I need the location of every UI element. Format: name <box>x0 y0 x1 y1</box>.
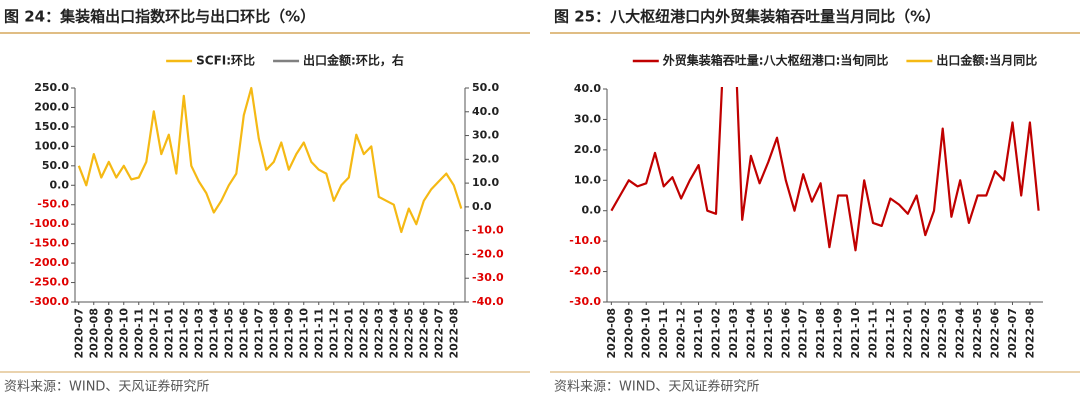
x-tick-label: 2022-05 <box>402 308 415 359</box>
x-tick-label: 2020-09 <box>622 308 635 359</box>
x-tick-label: 2021-04 <box>744 308 757 359</box>
y-tick-label: -150.0 <box>30 237 70 250</box>
y-tick-label: 10.0 <box>574 173 601 186</box>
x-tick-label: 2021-03 <box>192 308 205 359</box>
x-tick-label: 2021-05 <box>762 308 775 359</box>
y-tick-label: 20.0 <box>574 143 601 156</box>
x-tick-label: 2022-02 <box>919 308 932 359</box>
x-tick-label: 2022-04 <box>387 308 400 359</box>
x-tick-label: 2022-08 <box>447 308 460 359</box>
x-tick-label: 2020-08 <box>605 308 618 359</box>
x-tick-label: 2020-12 <box>675 308 688 359</box>
x-tick-label: 2021-08 <box>267 308 280 359</box>
x-tick-label: 2021-07 <box>797 308 810 359</box>
y-tick-label: 100.0 <box>34 139 69 152</box>
legend: SCFI:环比 出口金额:环比，右 <box>166 53 404 68</box>
x-tick-label: 2022-03 <box>372 308 385 359</box>
chart-title: 图 24：集装箱出口指数环比与出口环比（%） <box>4 8 315 26</box>
series-line <box>77 86 463 234</box>
x-tick-label: 2021-06 <box>237 308 250 359</box>
y-tick-label: 150.0 <box>34 120 69 133</box>
x-tick-label: 2021-04 <box>207 308 220 359</box>
x-tick-label: 2020-08 <box>87 308 100 359</box>
plot-area <box>610 87 1040 252</box>
plot-area <box>77 86 463 234</box>
y-tick-label: -200.0 <box>30 256 70 269</box>
x-tick-label: 2022-01 <box>901 308 914 359</box>
legend-label: 出口金额:当月同比 <box>936 53 1037 68</box>
y-tick-label: -300.0 <box>30 295 70 308</box>
source-note: 资料来源：WIND、天风证券研究所 <box>4 379 209 395</box>
x-tick-label: 2021-11 <box>866 308 879 359</box>
legend: 外贸集装箱吞吐量:八大枢纽港口:当旬同比 出口金额:当月同比 <box>632 53 1037 68</box>
y2-tick-label: 50.0 <box>472 81 499 94</box>
x-tick-label: 2020-10 <box>117 308 130 359</box>
y2-tick-label: 40.0 <box>472 105 499 118</box>
x-tick-label: 2021-12 <box>884 308 897 359</box>
y-tick-label: 0.0 <box>582 204 602 217</box>
x-tick-label: 2022-07 <box>1006 308 1019 359</box>
x-tick-label: 2020-10 <box>640 308 653 359</box>
y-tick-label: 30.0 <box>574 112 601 125</box>
x-tick-label: 2022-01 <box>342 308 355 359</box>
x-tick-label: 2021-07 <box>252 308 265 359</box>
y2-tick-label: -10.0 <box>472 224 504 237</box>
y2-tick-label: 0.0 <box>472 200 492 213</box>
x-tick-label: 2020-11 <box>657 308 670 359</box>
x-tick-label: 2022-04 <box>954 308 967 359</box>
source-note: 资料来源：WIND、天风证券研究所 <box>554 379 759 395</box>
series-line <box>610 87 1040 252</box>
x-tick-label: 2022-03 <box>936 308 949 359</box>
x-tick-label: 2022-07 <box>432 308 445 359</box>
x-tick-label: 2021-05 <box>222 308 235 359</box>
x-tick-label: 2022-06 <box>989 308 1002 359</box>
x-tick-label: 2022-05 <box>971 308 984 359</box>
x-tick-label: 2021-11 <box>312 308 325 359</box>
y-tick-label: 250.0 <box>34 81 69 94</box>
x-tick-label: 2021-02 <box>710 308 723 359</box>
y-tick-label: -100.0 <box>30 217 70 230</box>
x-tick-label: 2021-09 <box>282 308 295 359</box>
y-tick-label: 200.0 <box>34 100 69 113</box>
x-tick-label: 2021-01 <box>162 308 175 359</box>
x-tick-label: 2021-03 <box>727 308 740 359</box>
y2-tick-label: 30.0 <box>472 129 499 142</box>
y-tick-label: 0.0 <box>50 178 70 191</box>
x-tick-label: 2021-12 <box>327 308 340 359</box>
x-tick-label: 2020-12 <box>147 308 160 359</box>
y-tick-label: 50.0 <box>42 159 69 172</box>
x-tick-label: 2021-09 <box>832 308 845 359</box>
y-tick-label: -30.0 <box>569 295 601 308</box>
y-tick-label: -10.0 <box>569 234 601 247</box>
y-tick-label: -250.0 <box>30 276 70 289</box>
x-tick-label: 2021-10 <box>297 308 310 359</box>
y2-tick-label: 20.0 <box>472 152 499 165</box>
legend-label: 外贸集装箱吞吐量:八大枢纽港口:当旬同比 <box>663 53 889 68</box>
x-tick-label: 2021-01 <box>692 308 705 359</box>
x-tick-label: 2020-09 <box>102 308 115 359</box>
x-tick-label: 2022-02 <box>357 308 370 359</box>
x-tick-label: 2021-08 <box>814 308 827 359</box>
y2-tick-label: -20.0 <box>472 247 504 260</box>
y-tick-label: -20.0 <box>569 265 601 278</box>
x-tick-label: 2020-11 <box>132 308 145 359</box>
y2-tick-label: -40.0 <box>472 295 504 308</box>
x-tick-label: 2021-06 <box>779 308 792 359</box>
x-tick-label: 2020-07 <box>72 308 85 359</box>
x-tick-label: 2021-02 <box>177 308 190 359</box>
legend-label: SCFI:环比 <box>196 53 255 68</box>
x-tick-label: 2022-08 <box>1023 308 1036 359</box>
x-tick-label: 2022-06 <box>417 308 430 359</box>
y2-tick-label: 10.0 <box>472 176 499 189</box>
y-tick-label: -50.0 <box>37 198 69 211</box>
legend-label: 出口金额:环比，右 <box>303 53 404 68</box>
y-tick-label: 40.0 <box>574 82 601 95</box>
chart-title: 图 25：八大枢纽港口内外贸集装箱吞吐量当月同比（%） <box>554 8 940 26</box>
x-tick-label: 2021-10 <box>849 308 862 359</box>
y2-tick-label: -30.0 <box>472 271 504 284</box>
